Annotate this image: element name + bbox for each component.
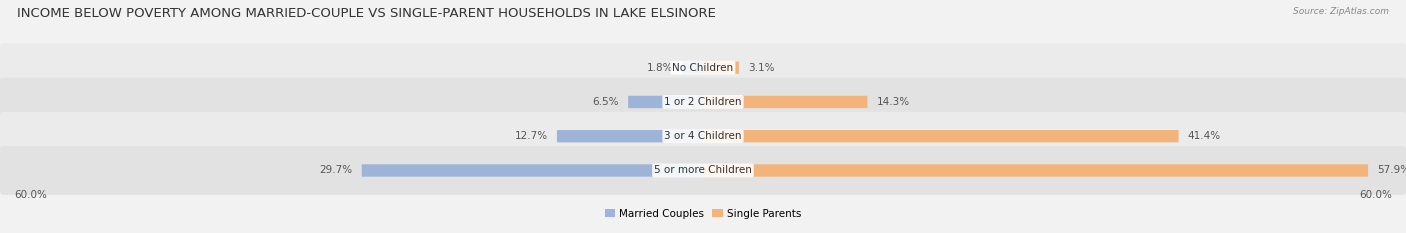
Text: INCOME BELOW POVERTY AMONG MARRIED-COUPLE VS SINGLE-PARENT HOUSEHOLDS IN LAKE EL: INCOME BELOW POVERTY AMONG MARRIED-COUPL…	[17, 7, 716, 20]
Text: 1.8%: 1.8%	[647, 63, 673, 73]
Text: 1 or 2 Children: 1 or 2 Children	[664, 97, 742, 107]
Text: No Children: No Children	[672, 63, 734, 73]
FancyBboxPatch shape	[703, 164, 1368, 177]
FancyBboxPatch shape	[703, 130, 1178, 142]
FancyBboxPatch shape	[703, 96, 868, 108]
FancyBboxPatch shape	[361, 164, 703, 177]
Text: 41.4%: 41.4%	[1188, 131, 1220, 141]
Text: 3 or 4 Children: 3 or 4 Children	[664, 131, 742, 141]
Text: 60.0%: 60.0%	[1360, 190, 1392, 200]
Legend: Married Couples, Single Parents: Married Couples, Single Parents	[605, 209, 801, 219]
FancyBboxPatch shape	[628, 96, 703, 108]
FancyBboxPatch shape	[0, 43, 1406, 92]
FancyBboxPatch shape	[0, 112, 1406, 161]
Text: 5 or more Children: 5 or more Children	[654, 165, 752, 175]
FancyBboxPatch shape	[557, 130, 703, 142]
FancyBboxPatch shape	[682, 62, 703, 74]
FancyBboxPatch shape	[0, 146, 1406, 195]
FancyBboxPatch shape	[0, 78, 1406, 126]
Text: 6.5%: 6.5%	[593, 97, 619, 107]
Text: 57.9%: 57.9%	[1376, 165, 1406, 175]
Text: 12.7%: 12.7%	[515, 131, 548, 141]
Text: 14.3%: 14.3%	[876, 97, 910, 107]
Text: 60.0%: 60.0%	[14, 190, 46, 200]
Text: 3.1%: 3.1%	[748, 63, 775, 73]
Text: Source: ZipAtlas.com: Source: ZipAtlas.com	[1294, 7, 1389, 16]
Text: 29.7%: 29.7%	[319, 165, 353, 175]
FancyBboxPatch shape	[703, 62, 738, 74]
